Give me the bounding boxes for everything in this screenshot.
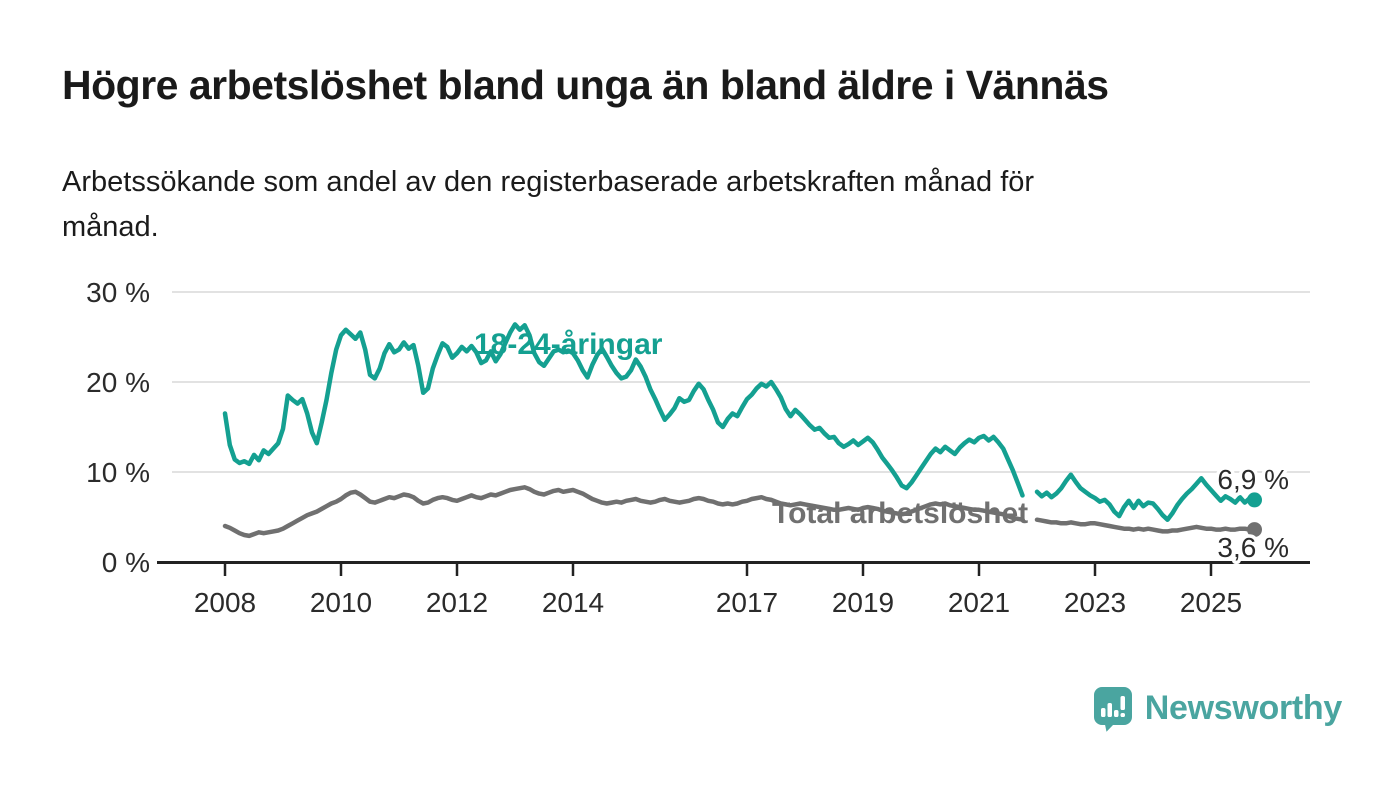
x-tick-label: 2019	[832, 587, 894, 618]
series-end-value-0: 6,9 %	[1217, 464, 1289, 495]
newsworthy-logo: Newsworthy	[1092, 684, 1342, 732]
series-label-0: 18-24-åringar	[474, 328, 663, 361]
series-line-0	[1034, 472, 1257, 522]
x-tick-label: 2021	[948, 587, 1010, 618]
y-tick-label: 10 %	[86, 457, 150, 488]
chart-subtitle-line2: månad.	[62, 211, 159, 243]
series-line-1	[222, 485, 1025, 539]
speech-bubble-bar-chart-icon	[1093, 687, 1132, 732]
chart-subtitle-line1: Arbetssökande som andel av den registerb…	[62, 166, 1035, 198]
series-end-dot-1	[1247, 522, 1262, 538]
y-tick-label: 30 %	[86, 277, 150, 308]
y-tick-label: 0 %	[102, 547, 150, 578]
chart-subtitle: Arbetssökande som andel av den registerb…	[62, 160, 1282, 250]
x-tick-label: 2010	[310, 587, 372, 618]
y-tick-label: 20 %	[86, 367, 150, 398]
series-end-value-1: 3,6 %	[1217, 532, 1289, 563]
x-tick-label: 2023	[1064, 587, 1126, 618]
x-tick-label: 2008	[194, 587, 256, 618]
x-tick-label: 2014	[542, 587, 604, 618]
brand-name: Newsworthy	[1144, 688, 1343, 727]
x-tick-label: 2017	[716, 587, 778, 618]
series-label-1: Total arbetslöshet	[772, 497, 1028, 530]
x-tick-label: 2025	[1180, 587, 1242, 618]
page-title: Högre arbetslöshet bland unga än bland ä…	[62, 62, 1109, 108]
x-tick-label: 2012	[426, 587, 488, 618]
series-line-1	[1034, 517, 1257, 534]
series-end-dot-0	[1247, 492, 1262, 508]
series-line-0	[222, 322, 1025, 498]
